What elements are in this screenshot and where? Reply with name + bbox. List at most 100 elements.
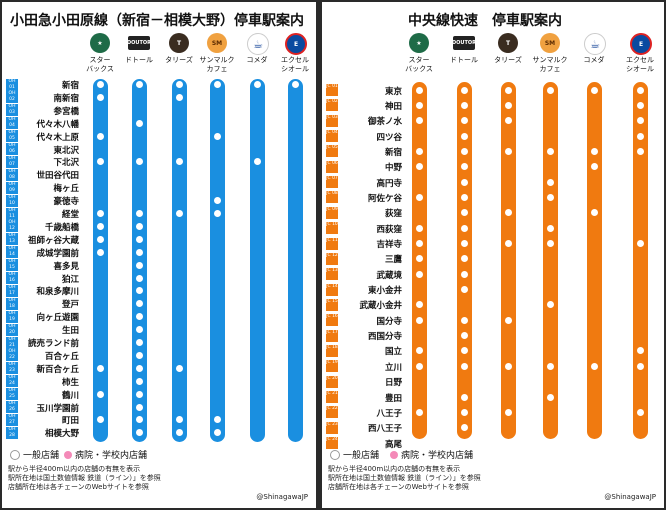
shop-dot (135, 274, 143, 282)
station-code: JC 14 (326, 283, 338, 296)
footnote: 店舗所在地は各チェーンのWebサイトを参照 (8, 483, 149, 491)
route-bar (131, 79, 147, 442)
shop-dot (135, 377, 143, 385)
shop-dot (415, 240, 423, 247)
station-name: 喜多見 (53, 261, 79, 272)
shop-dot (636, 132, 644, 140)
station-code: JC 12 (326, 252, 338, 265)
shop-dot (175, 158, 183, 166)
station-code: OH 06 (6, 143, 18, 155)
shop-dot (460, 132, 468, 140)
station-code: JC 07 (326, 176, 338, 189)
shop-dot (96, 222, 104, 230)
panel-title: 中央線快速 停車駅案内 (408, 13, 562, 29)
station-name: 吉祥寺 (376, 240, 402, 250)
footnote: 駅所在地は国土数値情報 鉄道（ライン）」を参照 (328, 474, 481, 482)
station-name: 読売ランド前 (27, 339, 79, 349)
shop-dot (415, 101, 423, 109)
shop-dot (636, 240, 644, 247)
station-code: OH 24 (6, 375, 18, 388)
station-name: 玉川学園前 (36, 403, 79, 414)
station-name: 世田谷代田 (36, 171, 79, 182)
station-name: 百合ヶ丘 (44, 351, 79, 362)
route-bar (632, 82, 648, 439)
station-code: OH 04 (6, 117, 18, 130)
station-code: OH 20 (6, 323, 18, 336)
station-name: 豊田 (384, 393, 402, 404)
shop-dot (135, 313, 143, 321)
shop-dot (546, 178, 554, 186)
station-code: JC 22 (326, 406, 338, 419)
shop-dot (546, 240, 554, 247)
shop-dot (135, 390, 143, 398)
shop-dot (96, 364, 104, 372)
excelsior-icon: E (285, 33, 307, 55)
shop-dot (590, 362, 598, 370)
tullys-icon: T (498, 33, 518, 53)
shop-dot (415, 147, 423, 155)
chain-label: スター バックス (86, 56, 114, 73)
shop-dot (415, 316, 423, 324)
shop-dot (135, 339, 143, 346)
station-name: 武蔵小金井 (359, 301, 402, 312)
shop-dot (135, 300, 143, 308)
legend-general-label: 一般店舗 (23, 451, 60, 461)
route-bar (586, 82, 602, 439)
station-code: JC 03 (326, 114, 338, 127)
shop-dot (96, 235, 104, 243)
route-bar (287, 79, 303, 442)
station-code: OH 21 (6, 336, 18, 349)
station-code: JC 20 (326, 375, 338, 388)
station-code: JC 10 (326, 222, 338, 235)
station-name: 向ヶ丘遊園 (36, 313, 79, 324)
station-code: OH 17 (6, 284, 18, 297)
station-name: 登戸 (61, 300, 79, 311)
chain-label: コメダ (583, 56, 605, 64)
shop-dot (415, 408, 423, 416)
shop-dot (135, 210, 143, 217)
shop-dot (460, 393, 468, 401)
shop-dot (96, 248, 104, 256)
shop-dot (504, 86, 512, 94)
shop-dot (460, 332, 468, 340)
station-code: JC 17 (326, 329, 338, 342)
station-name: 相模大野 (44, 429, 79, 440)
shop-dot (135, 222, 143, 230)
station-code: JC 05 (326, 145, 338, 158)
shop-dot (415, 224, 423, 232)
station-code: OH 12 (6, 220, 18, 233)
saint-marc-icon: SM (540, 33, 560, 53)
shop-dot (460, 193, 468, 201)
shop-dot (460, 408, 468, 416)
station-code: JC 01 (326, 84, 338, 96)
shop-dot (460, 347, 468, 355)
footnote: 駅所在地は国土数値情報 鉄道（ライン）」を参照 (8, 474, 161, 482)
shop-dot (135, 403, 143, 411)
shop-dot (253, 81, 261, 88)
legend-general: 一般店舗 (10, 448, 59, 461)
shop-dot (460, 286, 468, 294)
legend-white-circle (10, 449, 20, 460)
chain-label: スター バックス (405, 56, 433, 73)
shop-dot (96, 390, 104, 398)
chain-label: ドトール (450, 56, 478, 64)
shop-dot (291, 81, 299, 88)
chain-label: ドトール (125, 56, 153, 64)
station-name: 生田 (61, 326, 79, 337)
station-code: OH 23 (6, 362, 18, 375)
route-bar (92, 79, 108, 442)
shop-dot (135, 248, 143, 256)
station-name: 東北沢 (53, 145, 79, 156)
shop-dot (546, 393, 554, 401)
station-name: 高円寺 (376, 178, 402, 189)
station-code: JC 23 (326, 421, 338, 434)
shop-dot (504, 240, 512, 247)
shop-dot (213, 416, 221, 424)
shop-dot (96, 93, 104, 101)
station-code: OH 14 (6, 246, 18, 259)
station-code: OH 10 (6, 194, 18, 207)
chain-label: サンマルク カフェ (199, 56, 235, 73)
shop-dot (460, 270, 468, 278)
saint-marc-icon: SM (207, 33, 227, 53)
shop-dot (135, 261, 143, 269)
